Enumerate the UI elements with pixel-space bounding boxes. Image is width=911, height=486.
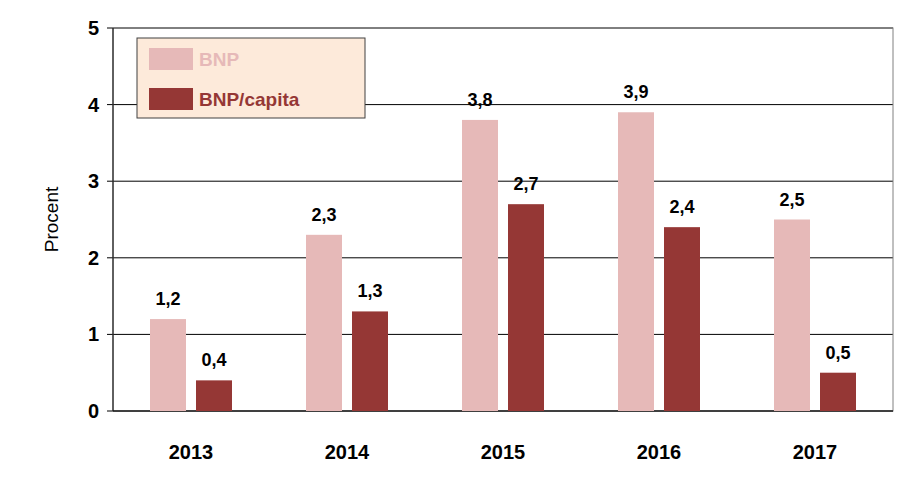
chart-svg: 0 1 2 3 4 5 Procent 1,2 2,3 3,8 3,9 2,5 0,4 1,3 2,7 2,4…: [0, 0, 911, 486]
bar: [306, 235, 342, 411]
y-axis: [113, 28, 114, 411]
tick-mark: [107, 411, 113, 412]
x-tick-label: 2015: [481, 441, 526, 463]
tick-mark: [107, 257, 113, 258]
data-label: 2,3: [311, 205, 336, 225]
bar: [462, 120, 498, 411]
tick-mark: [107, 28, 113, 29]
tick-mark: [107, 334, 113, 335]
data-labels: 1,2 2,3 3,8 3,9 2,5 0,4 1,3 2,7 2,4 0,5: [155, 82, 850, 370]
y-tick-label: 3: [88, 170, 99, 192]
legend-swatch: [149, 48, 193, 70]
y-tick-label: 0: [88, 400, 99, 422]
y-axis-label: Procent: [41, 186, 62, 252]
tick-mark: [107, 104, 113, 105]
data-label: 1,2: [155, 289, 180, 309]
legend-label: BNP/capita: [199, 89, 300, 110]
tick-mark: [107, 181, 113, 182]
bar: [150, 319, 186, 411]
legend-swatch: [149, 88, 193, 110]
bar: [820, 373, 856, 411]
bars: [150, 112, 856, 411]
bar: [508, 204, 544, 411]
data-label: 1,3: [357, 281, 382, 301]
data-label: 2,4: [669, 197, 694, 217]
data-label: 2,5: [779, 190, 804, 210]
bar: [774, 220, 810, 412]
data-label: 0,5: [825, 343, 850, 363]
legend-box: [137, 38, 365, 118]
x-tick-label: 2014: [325, 441, 370, 463]
x-tick-label: 2013: [169, 441, 214, 463]
plot-frame: [113, 28, 893, 411]
y-tick-label: 4: [88, 94, 100, 116]
bar: [196, 380, 232, 411]
x-tick-label: 2017: [793, 441, 838, 463]
bar: [618, 112, 654, 411]
data-label: 2,7: [513, 174, 538, 194]
y-tick-label: 2: [88, 247, 99, 269]
legend: BNP BNP/capita: [137, 38, 365, 118]
y-tick-label: 1: [88, 323, 99, 345]
chart-container: 0 1 2 3 4 5 Procent 1,2 2,3 3,8 3,9 2,5 0,4 1,3 2,7 2,4…: [0, 0, 911, 486]
bar: [352, 311, 388, 411]
data-label: 3,9: [623, 82, 648, 102]
bar: [664, 227, 700, 411]
y-tick-label: 5: [88, 17, 99, 39]
data-label: 3,8: [467, 90, 492, 110]
legend-label: BNP: [199, 49, 239, 70]
x-tick-label: 2016: [637, 441, 682, 463]
grid-line: [113, 181, 893, 182]
data-label: 0,4: [201, 350, 226, 370]
